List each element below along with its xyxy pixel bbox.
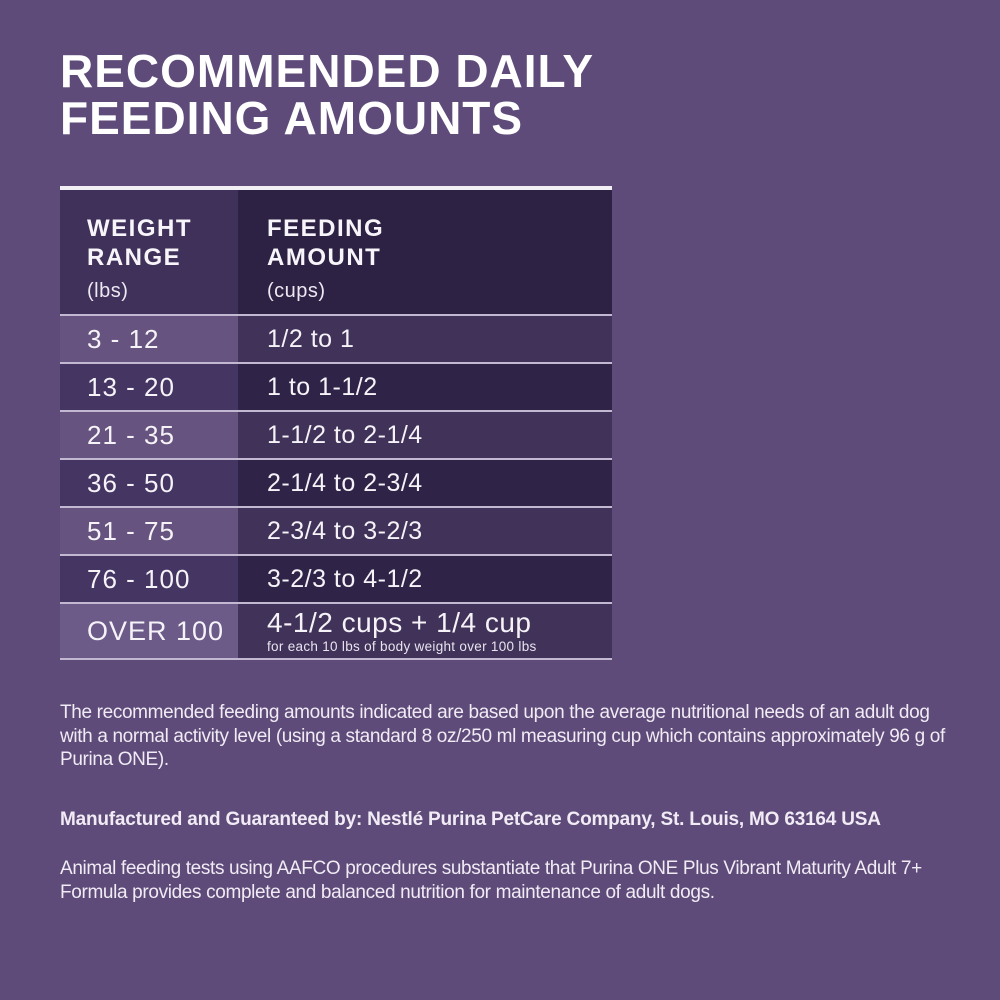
page-title-line1: RECOMMENDED DAILY: [60, 45, 595, 97]
amount-value: 1 to 1-1/2: [267, 372, 378, 401]
table-row: 3 - 12 1/2 to 1: [60, 314, 612, 362]
amount-cell: 2-1/4 to 2-3/4: [238, 460, 612, 506]
footnotes: The recommended feeding amounts indicate…: [60, 701, 950, 904]
amount-cell: 1 to 1-1/2: [238, 364, 612, 410]
weight-range-header-cell: WEIGHT RANGE (lbs): [60, 190, 238, 314]
feeding-table-header: WEIGHT RANGE (lbs) FEEDING AMOUNT (cups): [60, 190, 612, 314]
table-row: 76 - 100 3-2/3 to 4-1/2: [60, 554, 612, 602]
table-row: 21 - 35 1-1/2 to 2-1/4: [60, 410, 612, 458]
feeding-table: WEIGHT RANGE (lbs) FEEDING AMOUNT (cups)…: [60, 186, 612, 660]
amount-value: 2-1/4 to 2-3/4: [267, 468, 423, 497]
weight-cell: 21 - 35: [60, 412, 238, 458]
aafco-statement: Animal feeding tests using AAFCO procedu…: [60, 858, 922, 903]
amount-note: for each 10 lbs of body weight over 100 …: [267, 638, 537, 654]
amount-cell: 1/2 to 1: [238, 316, 612, 362]
amount-cell: 3-2/3 to 4-1/2: [238, 556, 612, 602]
feeding-amount-unit: (cups): [267, 280, 326, 302]
table-row: 13 - 20 1 to 1-1/2: [60, 362, 612, 410]
weight-cell: OVER 100: [60, 604, 238, 658]
weight-range-unit: (lbs): [87, 280, 129, 302]
table-row: 51 - 75 2-3/4 to 3-2/3: [60, 506, 612, 554]
weight-range-header-title: WEIGHT RANGE: [87, 214, 228, 272]
manufacturer-statement: Manufactured and Guaranteed by: Nestlé P…: [60, 808, 881, 830]
weight-header-line1: WEIGHT: [87, 215, 192, 242]
amount-value: 2-3/4 to 3-2/3: [267, 516, 423, 545]
amount-cell: 1-1/2 to 2-1/4: [238, 412, 612, 458]
feeding-table-rows: 3 - 12 1/2 to 1 13 - 20 1 to 1-1/2 21 - …: [60, 314, 612, 658]
page-title-line2: FEEDING AMOUNTS: [60, 92, 524, 144]
table-row: 36 - 50 2-1/4 to 2-3/4: [60, 458, 612, 506]
weight-cell: 3 - 12: [60, 316, 238, 362]
weight-cell: 76 - 100: [60, 556, 238, 602]
feeding-header-line1: FEEDING: [267, 215, 385, 242]
amount-cell: 2-3/4 to 3-2/3: [238, 508, 612, 554]
feeding-recommendation-note: The recommended feeding amounts indicate…: [60, 702, 945, 770]
amount-value: 1-1/2 to 2-1/4: [267, 420, 423, 449]
weight-header-line2: RANGE: [87, 244, 182, 271]
feeding-header-line2: AMOUNT: [267, 244, 382, 271]
feeding-amount-header-title: FEEDING AMOUNT: [267, 214, 602, 272]
amount-value: 3-2/3 to 4-1/2: [267, 564, 423, 593]
amount-value: 1/2 to 1: [267, 324, 355, 353]
feeding-amount-header-cell: FEEDING AMOUNT (cups): [238, 190, 612, 314]
page-title: RECOMMENDED DAILY FEEDING AMOUNTS: [60, 48, 594, 142]
weight-cell: 13 - 20: [60, 364, 238, 410]
amount-value: 4-1/2 cups + 1/4 cup: [267, 606, 532, 638]
weight-cell: 51 - 75: [60, 508, 238, 554]
table-row: OVER 100 4-1/2 cups + 1/4 cup for each 1…: [60, 602, 612, 658]
weight-cell: 36 - 50: [60, 460, 238, 506]
amount-cell: 4-1/2 cups + 1/4 cup for each 10 lbs of …: [238, 604, 612, 658]
